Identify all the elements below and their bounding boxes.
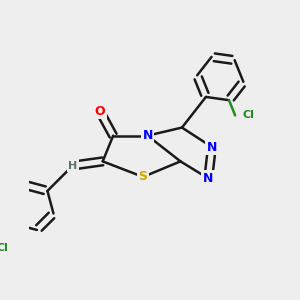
Text: N: N <box>142 129 153 142</box>
Text: S: S <box>139 170 148 183</box>
Text: Cl: Cl <box>0 243 9 253</box>
Text: H: H <box>68 160 77 171</box>
Text: O: O <box>94 105 105 118</box>
Text: Cl: Cl <box>243 110 254 120</box>
Text: N: N <box>203 172 214 185</box>
Text: N: N <box>207 140 217 154</box>
